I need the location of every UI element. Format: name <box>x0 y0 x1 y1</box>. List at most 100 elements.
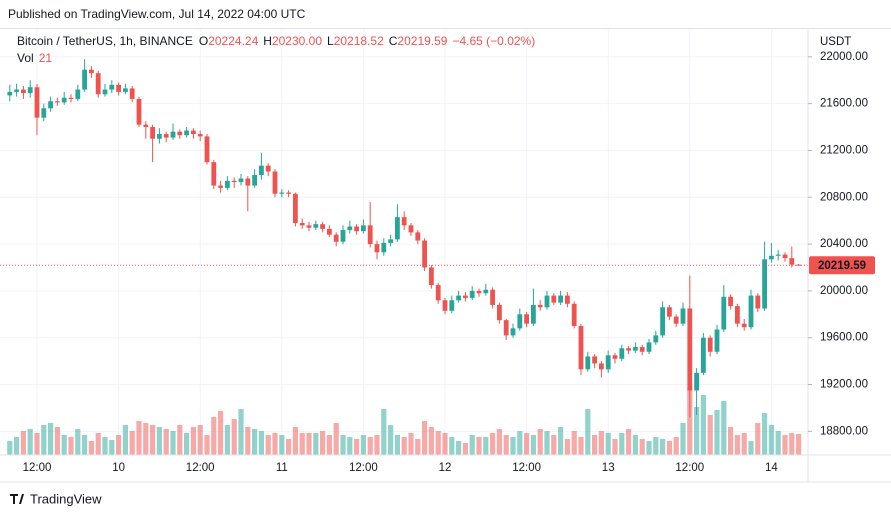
volume-bar <box>530 435 536 455</box>
volume-bar <box>422 421 428 455</box>
candle-body <box>245 178 251 186</box>
candle-body <box>170 131 176 138</box>
legend-value: 20219.59 <box>397 34 447 48</box>
candle-body <box>721 296 727 330</box>
volume-bar <box>320 431 326 455</box>
volume-bar <box>762 413 768 455</box>
volume-bar <box>265 435 271 455</box>
volume-bar <box>75 429 81 455</box>
candle-body <box>347 226 353 231</box>
candle-body <box>333 234 339 242</box>
candle-body <box>82 69 87 90</box>
volume-bar <box>639 439 645 455</box>
volume-bar <box>524 433 530 455</box>
legend-key: O <box>199 34 208 48</box>
candle-body <box>490 289 495 305</box>
candle-body <box>571 303 577 327</box>
volume-bar <box>469 435 475 455</box>
volume-bar <box>394 435 400 455</box>
volume-bar <box>748 441 754 455</box>
y-tick-label: 19600.00 <box>820 332 868 344</box>
volume-bar <box>653 437 659 455</box>
volume-bar <box>632 435 638 455</box>
volume-bar <box>517 431 523 455</box>
volume-bar <box>782 435 788 455</box>
legend-value: 20218.52 <box>334 34 384 48</box>
candle-body <box>463 295 468 298</box>
volume-bar <box>619 433 625 455</box>
candle-body <box>388 239 393 243</box>
x-tick-label: 12 <box>439 462 452 474</box>
volume-bar <box>238 409 244 455</box>
candle-body <box>510 328 516 336</box>
candle-body <box>61 97 67 103</box>
volume-bar <box>408 433 414 455</box>
candle-body <box>537 304 543 308</box>
candle-body <box>680 308 686 324</box>
volume-last: 21 <box>39 51 53 65</box>
volume-bar <box>347 437 353 455</box>
candle-body <box>633 347 638 351</box>
volume-bar <box>755 423 761 455</box>
y-tick-label: 20800.00 <box>820 191 868 203</box>
candle-body <box>782 254 788 259</box>
volume-bar <box>374 435 380 455</box>
candle-body <box>123 88 128 92</box>
candle-body <box>218 185 223 188</box>
candle-body <box>197 134 203 137</box>
volume-bar <box>245 427 251 455</box>
volume-bar <box>775 431 781 455</box>
volume-bar <box>184 433 190 455</box>
volume-bar <box>490 433 496 455</box>
candle-body <box>109 84 115 90</box>
volume-bar <box>564 439 570 455</box>
candle-body <box>327 228 332 235</box>
volume-bar <box>116 435 122 455</box>
candle-body <box>163 134 169 138</box>
volume-bar <box>707 415 713 455</box>
y-tick-label: 22000.00 <box>820 51 868 63</box>
candle-body <box>75 89 81 99</box>
volume-bar <box>571 431 577 455</box>
last-price-label: 20219.59 <box>818 260 866 272</box>
legend-key: L <box>327 34 334 48</box>
candle-body <box>306 225 312 228</box>
volume-bar <box>537 429 543 455</box>
candle-body <box>429 267 434 286</box>
candle-body <box>741 323 747 328</box>
candle-body <box>599 363 604 370</box>
candle-body <box>374 244 380 253</box>
volume-bar <box>88 441 94 455</box>
volume-bar <box>449 437 455 455</box>
candle-body <box>340 230 346 242</box>
volume-label: Vol <box>17 51 34 65</box>
x-tick-label: 12:00 <box>675 462 704 474</box>
frame <box>0 28 891 29</box>
published-note: Published on TradingView.com, Jul 14, 20… <box>8 7 306 21</box>
candle-body <box>354 226 359 232</box>
y-tick-label: 21200.00 <box>820 144 868 156</box>
volume-bar <box>14 437 20 455</box>
volume-bar <box>258 431 264 455</box>
volume-bar <box>578 437 584 455</box>
volume-bar <box>626 429 632 455</box>
volume-bar <box>741 433 747 455</box>
candle-body <box>469 290 475 298</box>
volume-bar <box>367 437 373 455</box>
volume-bar <box>313 433 319 455</box>
candle-body <box>667 307 672 317</box>
candle-body <box>265 165 271 172</box>
candle-body <box>95 73 101 95</box>
volume-bar <box>122 425 128 455</box>
candle-body <box>225 180 230 188</box>
brand-logo <box>10 494 24 504</box>
candle-body <box>211 162 217 186</box>
candle-body <box>231 180 237 183</box>
x-tick-label: 12:00 <box>512 462 541 474</box>
candle-body <box>476 290 482 294</box>
symbol: Bitcoin / TetherUS, 1h, BINANCE <box>17 34 193 48</box>
volume-bar <box>381 409 387 455</box>
candle-body <box>48 101 53 109</box>
volume-bar <box>109 440 115 455</box>
volume-bar <box>673 437 679 455</box>
